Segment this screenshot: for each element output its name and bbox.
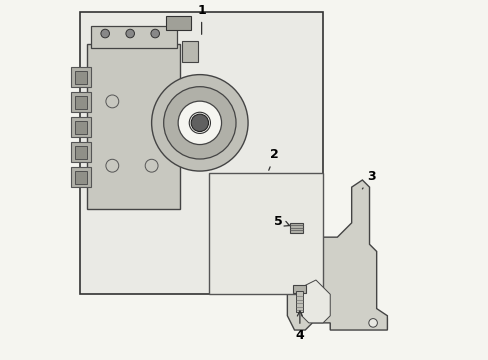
Bar <box>329 318 386 328</box>
Circle shape <box>218 195 238 215</box>
Bar <box>71 167 91 187</box>
Bar <box>75 71 87 84</box>
Circle shape <box>245 197 254 206</box>
Bar <box>87 44 180 208</box>
Text: 5: 5 <box>273 215 289 228</box>
Bar <box>80 12 323 294</box>
Bar <box>75 146 87 159</box>
Circle shape <box>368 319 377 327</box>
Circle shape <box>222 217 234 229</box>
Circle shape <box>242 194 257 209</box>
Bar <box>71 117 91 137</box>
Circle shape <box>245 233 261 249</box>
Circle shape <box>282 198 288 205</box>
Circle shape <box>125 29 134 38</box>
Circle shape <box>248 237 257 245</box>
Text: 2: 2 <box>268 148 279 170</box>
Bar <box>75 121 87 134</box>
Text: 1: 1 <box>197 4 205 34</box>
Bar <box>71 93 91 112</box>
Circle shape <box>178 101 221 145</box>
Bar <box>71 67 91 87</box>
Circle shape <box>261 201 270 209</box>
Bar <box>296 291 303 312</box>
Bar <box>91 26 176 48</box>
Circle shape <box>272 233 287 249</box>
Bar <box>293 285 305 293</box>
Circle shape <box>101 29 109 38</box>
Circle shape <box>151 29 159 38</box>
Bar <box>165 16 190 30</box>
Bar <box>208 173 323 294</box>
Circle shape <box>257 196 274 214</box>
Text: 3: 3 <box>362 170 375 189</box>
Circle shape <box>275 237 284 245</box>
Bar <box>289 222 302 233</box>
Circle shape <box>189 112 210 134</box>
Bar <box>75 171 87 184</box>
Circle shape <box>163 87 236 159</box>
Circle shape <box>278 194 292 208</box>
Circle shape <box>179 103 220 143</box>
Circle shape <box>151 75 247 171</box>
Circle shape <box>257 214 274 232</box>
Bar <box>75 96 87 109</box>
Circle shape <box>191 114 208 131</box>
Circle shape <box>218 213 238 233</box>
Polygon shape <box>301 280 329 323</box>
Bar <box>71 143 91 162</box>
Bar <box>182 41 198 62</box>
Circle shape <box>222 199 234 211</box>
Polygon shape <box>287 180 386 330</box>
Text: 4: 4 <box>295 311 304 342</box>
Circle shape <box>261 219 270 227</box>
